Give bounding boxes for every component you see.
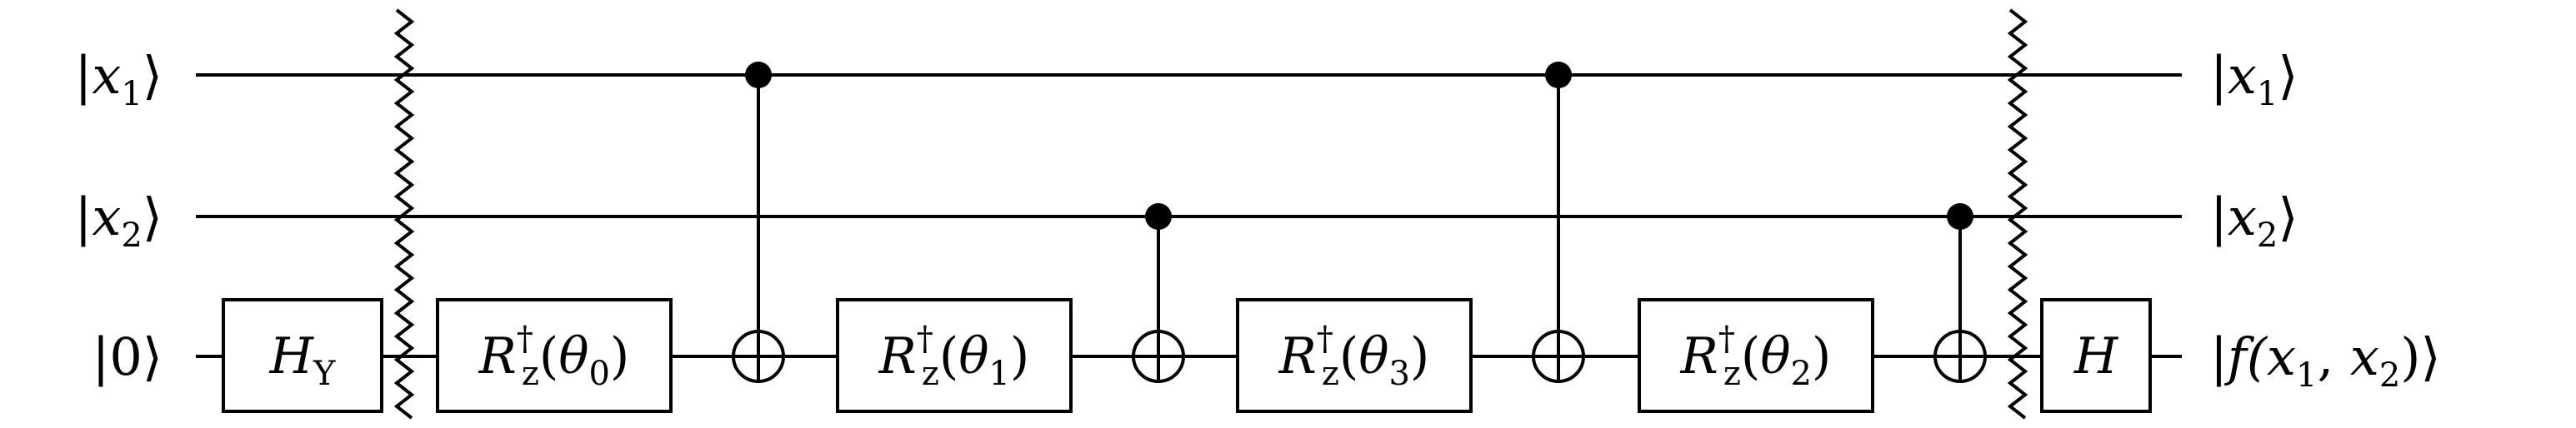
cnot-1-target <box>732 330 785 383</box>
input-label-x1: |x1⟩ <box>74 45 163 113</box>
svg-text:R†z(θ2): R† z(θ2) <box>1680 320 1832 393</box>
cnot-2-target <box>1132 330 1185 383</box>
svg-text:R†z(θ0): R† z(θ0) <box>478 320 630 393</box>
gate-hy: HY <box>222 298 383 413</box>
cnot-4-target <box>1933 330 1987 383</box>
gate-rz-theta2: R† z(θ2) <box>1638 298 1874 413</box>
cnot-3-target <box>1532 330 1585 383</box>
cnot-3-control-dot <box>1545 62 1572 88</box>
output-label-x1: |x1⟩ <box>2210 45 2298 113</box>
gate-rz-theta1: R† z(θ1) <box>836 298 1073 413</box>
gate-rz-theta3: R† z(θ3) <box>1236 298 1473 413</box>
svg-text:H: H <box>2073 327 2119 386</box>
cnot-2-control-dot <box>1145 203 1172 230</box>
svg-text:HY: HY <box>269 327 336 393</box>
cnot-1-control-dot <box>745 62 772 88</box>
input-label-x2: |x2⟩ <box>74 187 163 255</box>
output-label-f: |f(x1, x2)⟩ <box>2210 326 2441 395</box>
barrier-left <box>393 8 415 420</box>
svg-text:R†z(θ3): R† z(θ3) <box>1278 320 1430 393</box>
barrier-right <box>2007 8 2028 420</box>
svg-text:R†z(θ1): R† z(θ1) <box>878 320 1030 393</box>
gate-h: H <box>2040 298 2152 413</box>
input-label-zero: |0⟩ <box>92 326 163 387</box>
output-label-x2: |x2⟩ <box>2210 187 2298 255</box>
gate-rz-theta0: R† z(θ0) <box>436 298 673 413</box>
cnot-4-control-dot <box>1947 203 1973 230</box>
